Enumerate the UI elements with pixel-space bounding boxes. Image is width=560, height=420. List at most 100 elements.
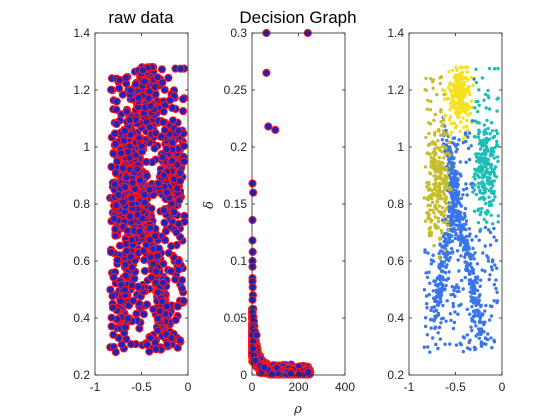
- clustered-point: [479, 159, 483, 164]
- y-tick-label: 1: [83, 140, 90, 154]
- clustered-point: [474, 80, 479, 85]
- clustered-point: [495, 266, 499, 270]
- clustered-point: [475, 120, 479, 124]
- raw-data-point: [157, 132, 166, 141]
- clustered-point: [486, 88, 490, 93]
- raw-data-point: [109, 330, 118, 339]
- clustered-point: [459, 343, 463, 347]
- clustered-point: [495, 139, 499, 144]
- clustered-point: [440, 210, 444, 214]
- raw-data-point: [135, 176, 145, 185]
- clustered-point: [450, 171, 454, 175]
- decision-graph-point: [251, 356, 260, 365]
- clustered-point: [456, 237, 461, 242]
- clustered-point: [461, 193, 465, 197]
- clustered-point: [426, 345, 430, 349]
- clustered-point: [438, 76, 442, 80]
- clustered-point: [455, 68, 459, 73]
- clustered-point: [495, 109, 499, 113]
- raw-data-point: [151, 345, 161, 354]
- clustered-point: [457, 138, 461, 142]
- raw-data-point: [162, 144, 171, 154]
- raw-data-point: [162, 302, 171, 311]
- clustered-point: [453, 294, 457, 298]
- raw-data-point: [147, 273, 156, 282]
- clustered-point: [448, 342, 452, 346]
- raw-data-point: [113, 255, 122, 265]
- clustered-point: [458, 243, 463, 247]
- decision-graph-point: [248, 283, 257, 292]
- clustered-point: [436, 160, 441, 164]
- clustered-point: [463, 245, 467, 249]
- clustered-point: [471, 246, 475, 251]
- clustered-point: [450, 105, 454, 109]
- clustered-point: [450, 96, 455, 100]
- decision-graph-point: [262, 68, 271, 78]
- raw-data-point: [174, 219, 183, 228]
- raw-data-point: [165, 96, 175, 105]
- clustered-point: [457, 105, 461, 110]
- clustered-point: [429, 155, 433, 160]
- clustered-point: [424, 271, 428, 275]
- clustered-point: [443, 342, 447, 346]
- clustered-point: [490, 304, 494, 309]
- clustered-point: [487, 137, 492, 141]
- raw-data-point: [146, 102, 155, 111]
- clustered-point: [486, 256, 490, 260]
- clustered-point: [495, 131, 500, 136]
- clustered-point: [468, 312, 472, 316]
- clustered-point: [496, 155, 500, 159]
- raw-data-point: [164, 73, 173, 83]
- clustered-point: [438, 189, 442, 193]
- clustered-point: [447, 118, 452, 122]
- raw-data-point: [127, 194, 136, 203]
- clustered-point: [490, 147, 494, 151]
- clustered-point: [450, 163, 454, 167]
- clustered-point: [440, 269, 444, 273]
- decision-graph-xlabel: ρ: [293, 402, 302, 417]
- clustered-point: [473, 172, 477, 176]
- clustered-point: [489, 191, 494, 195]
- clustered-point: [484, 141, 488, 145]
- clustered-point: [433, 204, 437, 209]
- clustered-point: [444, 238, 448, 242]
- clustered-point: [453, 73, 458, 77]
- clustered-point: [467, 92, 472, 97]
- clustered-point: [427, 195, 431, 199]
- clustered-point: [484, 169, 488, 173]
- clustered-point: [451, 136, 455, 140]
- raw-data-point: [126, 130, 135, 139]
- clustered-point: [474, 192, 478, 197]
- y-tick-label: 0.6: [387, 254, 404, 268]
- clustered-point: [470, 316, 474, 321]
- clustered-point: [485, 118, 489, 123]
- y-tick-label: 1.2: [387, 83, 404, 97]
- clustered-point: [484, 159, 488, 163]
- clustered-point: [467, 131, 472, 135]
- clustered-point: [427, 142, 432, 146]
- clustered-point: [453, 286, 458, 290]
- raw-data-point: [152, 267, 161, 276]
- clustered-point: [464, 65, 468, 69]
- clustered-point: [489, 213, 493, 217]
- raw-data-point: [157, 65, 167, 74]
- clustered-point: [484, 220, 489, 224]
- clustered-point: [474, 324, 478, 328]
- clustered-point: [487, 66, 492, 71]
- clustered-point: [438, 237, 442, 241]
- clustered-point: [479, 169, 483, 174]
- clustered-point: [489, 121, 494, 125]
- clustered-point: [433, 112, 437, 117]
- clustered-point: [486, 259, 491, 263]
- clustered-point: [469, 254, 474, 258]
- clustered-point: [486, 181, 490, 185]
- clustered-point: [461, 188, 466, 192]
- clustered-point: [434, 181, 438, 185]
- clustered-point: [455, 84, 459, 88]
- clustered-point: [459, 174, 463, 178]
- raw-data-point: [142, 157, 151, 166]
- clustered-point: [467, 234, 471, 238]
- clustered-point: [442, 133, 447, 137]
- raw-data-point: [177, 276, 187, 285]
- raw-data-point: [155, 307, 164, 316]
